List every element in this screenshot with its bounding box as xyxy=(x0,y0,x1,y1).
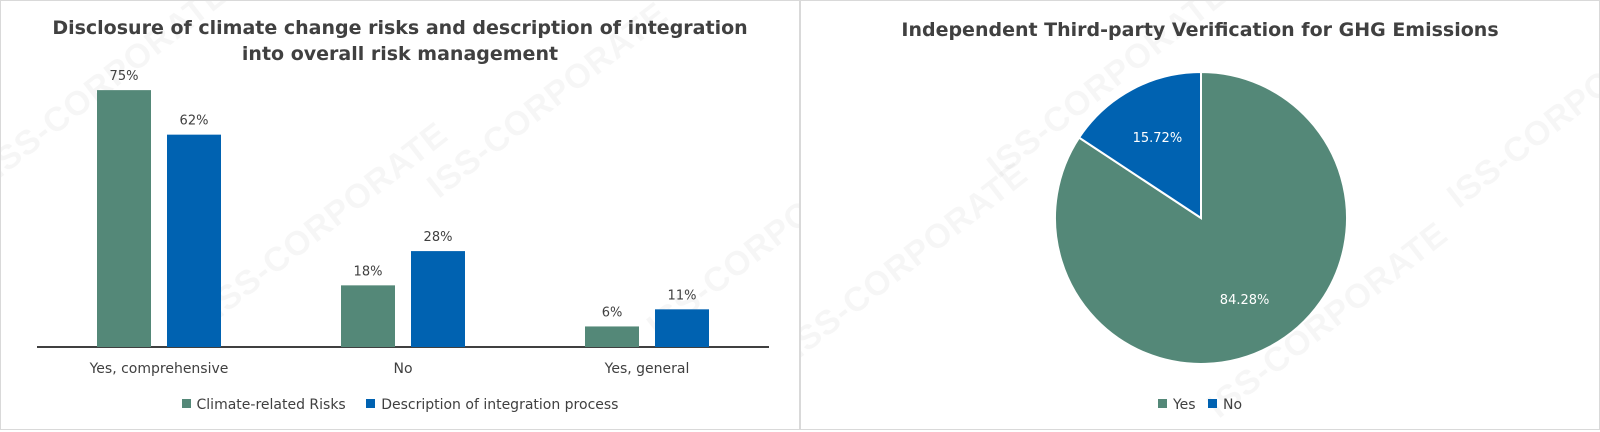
category-label: Yes, comprehensive xyxy=(89,361,229,377)
data-label: 62% xyxy=(180,114,209,129)
pie-chart-plot: 84.28% 15.72% xyxy=(1054,70,1348,365)
data-label: 18% xyxy=(354,264,383,279)
legend-label: Description of integration process xyxy=(381,397,619,413)
legend-item-climate-risks: Climate-related Risks xyxy=(181,397,346,413)
category-label: Yes, general xyxy=(604,361,690,377)
bar-1-0 xyxy=(341,285,395,347)
legend-item-integration-process: Description of integration process xyxy=(366,397,618,413)
category-label: No xyxy=(393,361,412,377)
data-label: 75% xyxy=(110,69,139,84)
bar-chart-title: Disclosure of climate change risks and d… xyxy=(1,15,799,67)
legend-item-yes: Yes xyxy=(1157,397,1196,413)
legend-label: Climate-related Risks xyxy=(196,397,346,413)
data-label: 28% xyxy=(424,230,453,245)
slice-label: 15.72% xyxy=(1133,131,1183,146)
data-label: 11% xyxy=(668,288,697,303)
legend-label: No xyxy=(1223,397,1243,413)
bar-2-0 xyxy=(585,326,639,347)
legend-swatch xyxy=(181,399,191,408)
legend-label: Yes xyxy=(1172,397,1196,413)
bar-0-1 xyxy=(167,134,221,347)
bar-chart-title-line2: into overall risk management xyxy=(241,43,559,65)
bar-0-0 xyxy=(97,90,151,347)
data-label: 6% xyxy=(602,305,623,320)
bar-chart-title-line1: Disclosure of climate change risks and d… xyxy=(52,17,748,39)
bar-chart-plot: 75% 62% Yes, comprehensive 18% 28% No 6% 11% Yes… xyxy=(37,69,769,377)
legend-swatch xyxy=(1208,399,1217,408)
bar-chart-legend: Climate-related Risks Description of int… xyxy=(1,397,799,413)
bar-2-1 xyxy=(655,309,709,347)
legend-swatch xyxy=(366,399,376,408)
pie-slice-no xyxy=(1077,70,1202,220)
pie-chart-legend: Yes No xyxy=(801,397,1599,413)
pie-chart-title: Independent Third-party Verification for… xyxy=(901,19,1499,41)
slice-label: 84.28% xyxy=(1220,293,1270,308)
bar-chart-panel: ISS-CORPORATE ISS-CORPORATE ISS-CORPORAT… xyxy=(0,0,800,430)
legend-item-no: No xyxy=(1208,397,1242,413)
bar-1-1 xyxy=(411,251,465,347)
legend-swatch xyxy=(1157,399,1167,408)
pie-chart-panel: ISS-CORPORATE ISS-CORPORATE ISS-CORPORAT… xyxy=(800,0,1600,430)
